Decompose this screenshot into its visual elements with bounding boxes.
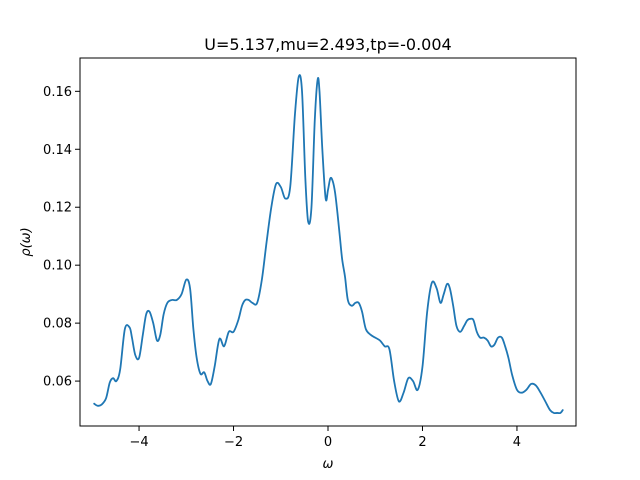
y-tick-label: 0.06 [43,375,72,390]
y-tick-label: 0.16 [43,85,72,100]
series-line [93,74,564,415]
y-tick-label: 0.10 [43,259,72,274]
chart-title: U=5.137,mu=2.493,tp=-0.004 [204,35,451,54]
x-axis: −4 −2 0 2 4 [129,426,521,450]
y-axis: 0.06 0.08 0.10 0.12 0.14 0.16 [43,85,80,390]
plot-area [93,74,564,415]
x-axis-label: ω [323,457,334,472]
x-tick-label: −4 [129,435,148,450]
x-tick-label: −2 [224,435,243,450]
x-tick-label: 4 [513,435,521,450]
y-axis-label: ρ(ω) [19,227,34,256]
y-tick-label: 0.12 [43,201,72,216]
y-tick-label: 0.14 [43,143,72,158]
x-tick-label: 2 [418,435,426,450]
y-tick-label: 0.08 [43,317,72,332]
x-tick-label: 0 [324,435,332,450]
